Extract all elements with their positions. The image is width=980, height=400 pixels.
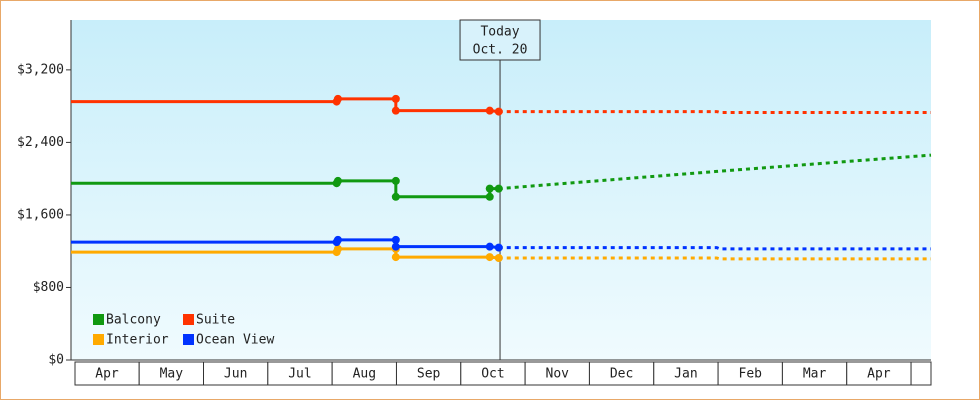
x-tick-label: Oct bbox=[481, 367, 504, 382]
point bbox=[494, 184, 503, 193]
legend-swatch bbox=[93, 334, 104, 345]
point bbox=[494, 107, 503, 116]
today-label: Today bbox=[480, 25, 519, 40]
today-date: Oct. 20 bbox=[473, 43, 528, 58]
legend-label: Ocean View bbox=[196, 333, 274, 348]
legend-label: Balcony bbox=[106, 313, 161, 328]
point bbox=[333, 244, 342, 253]
x-tick-label: Feb bbox=[739, 367, 763, 382]
point bbox=[391, 242, 400, 251]
legend-swatch bbox=[183, 334, 194, 345]
x-tick-label: Sep bbox=[417, 367, 441, 382]
forecast-line bbox=[498, 110, 931, 114]
point bbox=[391, 192, 400, 201]
point bbox=[485, 106, 494, 115]
point bbox=[391, 235, 400, 244]
point bbox=[333, 94, 342, 103]
x-tick-label: Jul bbox=[288, 367, 311, 382]
forecast-line bbox=[498, 256, 931, 261]
point bbox=[494, 254, 503, 262]
point bbox=[485, 253, 494, 262]
x-tick-box bbox=[910, 361, 932, 386]
y-tick-label: $0 bbox=[48, 353, 64, 368]
point bbox=[485, 242, 494, 251]
y-tick-label: $800 bbox=[33, 280, 64, 295]
legend-swatch bbox=[93, 314, 104, 325]
forecast-line bbox=[498, 246, 931, 251]
y-tick-label: $1,600 bbox=[17, 207, 64, 222]
legend-label: Suite bbox=[196, 313, 235, 328]
point bbox=[485, 184, 494, 193]
x-tick-label: Aug bbox=[353, 367, 376, 382]
point bbox=[391, 106, 400, 115]
point bbox=[485, 192, 494, 201]
y-tick-label: $2,400 bbox=[17, 135, 64, 150]
point bbox=[391, 176, 400, 185]
point bbox=[391, 253, 400, 262]
x-tick-label: Nov bbox=[546, 367, 570, 382]
y-tick-label: $3,200 bbox=[17, 62, 64, 77]
forecast-line bbox=[498, 153, 932, 191]
x-tick-label: Dec bbox=[610, 367, 633, 382]
x-tick-label: Mar bbox=[803, 367, 827, 382]
x-tick-label: Apr bbox=[95, 367, 119, 382]
x-tick-label: Apr bbox=[867, 367, 891, 382]
today-box bbox=[459, 19, 541, 61]
x-tick-label: May bbox=[160, 367, 184, 382]
legend-label: Interior bbox=[106, 333, 169, 348]
x-tick-label: Jun bbox=[224, 367, 247, 382]
point bbox=[333, 235, 342, 244]
x-tick-label: Jan bbox=[674, 367, 697, 382]
legend-swatch bbox=[183, 314, 194, 325]
point bbox=[391, 94, 400, 103]
point bbox=[494, 243, 503, 252]
point bbox=[333, 176, 342, 185]
